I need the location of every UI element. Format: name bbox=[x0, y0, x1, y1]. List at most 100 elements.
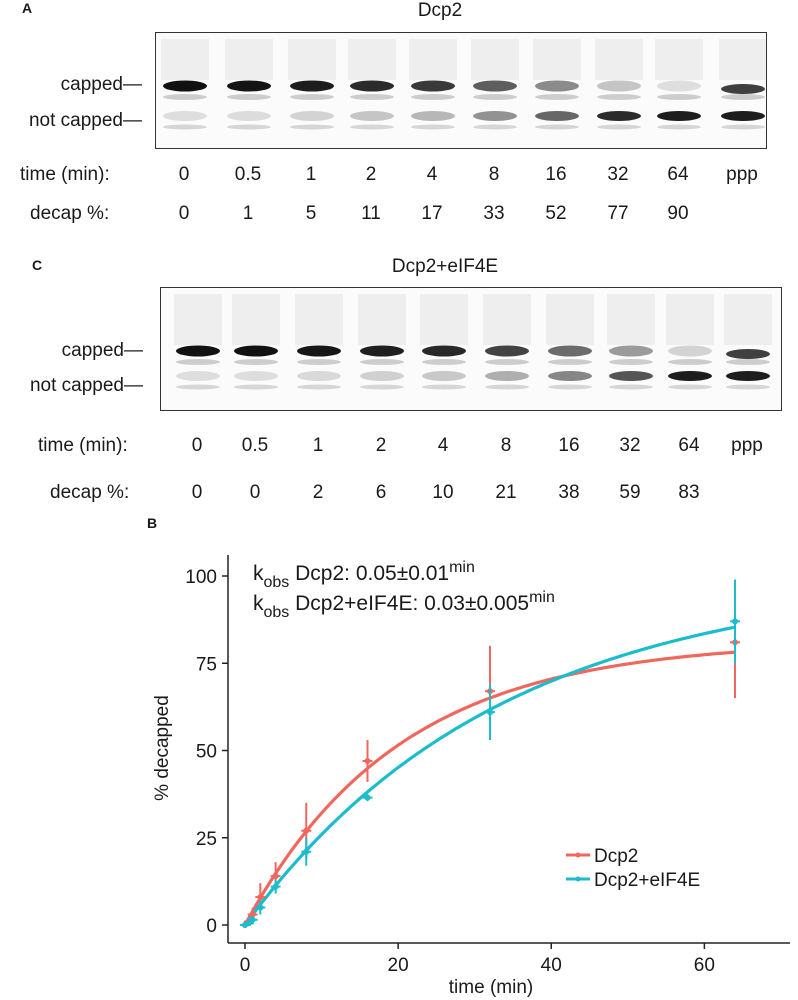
time-cell-a-8: 64 bbox=[667, 164, 689, 185]
minor-band bbox=[657, 124, 701, 130]
data-point-dcp2-eif4e bbox=[270, 879, 281, 894]
lane-smear bbox=[533, 39, 581, 80]
lane-smear bbox=[483, 294, 531, 345]
decap-cell-a-6: 52 bbox=[545, 203, 567, 224]
not-capped-band bbox=[411, 111, 455, 121]
time-cell-a-6: 16 bbox=[545, 164, 567, 185]
data-points bbox=[240, 579, 740, 928]
gel-lane-c-8 bbox=[666, 294, 714, 390]
capped-band-label-a: capped— bbox=[60, 74, 142, 95]
legend-marker-dcp2 bbox=[575, 852, 581, 858]
point-marker bbox=[257, 904, 264, 911]
kobs-value-dcp2-eif4e: Dcp2+eIF4E: 0.03±0.005 bbox=[289, 592, 529, 615]
minor-band bbox=[668, 384, 712, 390]
time-cell-a-9: ppp bbox=[726, 164, 758, 185]
minor-band bbox=[548, 359, 592, 365]
capped-band bbox=[234, 345, 278, 357]
minor-band bbox=[609, 384, 653, 390]
minor-band bbox=[609, 359, 653, 365]
gel-lane-c-6 bbox=[546, 294, 594, 390]
gel-lane-a-2 bbox=[288, 39, 336, 130]
decap-cell-a-1: 1 bbox=[242, 203, 254, 224]
legend: Dcp2 Dcp2+eIF4E bbox=[566, 846, 700, 891]
point-marker bbox=[303, 848, 310, 855]
decap-row-label-c: decap %: bbox=[50, 482, 130, 503]
k-letter: k bbox=[253, 592, 264, 615]
decap-cell-c-8: 83 bbox=[678, 482, 700, 503]
time-cell-c-2: 1 bbox=[312, 435, 324, 456]
lane-smear bbox=[409, 39, 457, 80]
gel-image-dcp2-eif4e bbox=[160, 287, 782, 411]
gel-lane-c-0 bbox=[174, 294, 222, 390]
minor-band bbox=[597, 124, 641, 130]
decap-cell-c-0: 0 bbox=[191, 482, 203, 503]
minor-band bbox=[726, 359, 770, 365]
data-point-dcp2-eif4e bbox=[247, 916, 258, 924]
time-cell-c-4: 4 bbox=[437, 435, 449, 456]
minor-band bbox=[535, 94, 579, 100]
minor-band bbox=[360, 384, 404, 390]
minor-band bbox=[485, 384, 529, 390]
k-letter: k bbox=[253, 562, 264, 585]
decap-cell-a-0: 0 bbox=[178, 203, 190, 224]
x-tick-label: 20 bbox=[388, 955, 409, 976]
time-cell-a-3: 2 bbox=[365, 164, 377, 185]
minor-band bbox=[473, 94, 517, 100]
minor-band bbox=[360, 359, 404, 365]
time-cell-c-1: 0.5 bbox=[241, 435, 269, 456]
not-capped-band bbox=[485, 371, 529, 381]
gel-lane-c-1 bbox=[232, 294, 280, 390]
not-capped-band bbox=[726, 371, 770, 381]
point-marker bbox=[364, 794, 371, 801]
lane-smear bbox=[719, 39, 766, 80]
ppp-band bbox=[726, 349, 770, 359]
time-cell-a-7: 32 bbox=[607, 164, 629, 185]
decap-row-label-a: decap %: bbox=[30, 203, 110, 224]
gel-lane-a-0 bbox=[161, 39, 209, 130]
point-marker bbox=[487, 709, 493, 716]
data-point-dcp2 bbox=[362, 740, 373, 782]
y-tick-label: 25 bbox=[196, 829, 217, 850]
gel-lane-a-6 bbox=[533, 39, 581, 130]
decap-cell-a-8: 90 bbox=[667, 203, 689, 224]
capped-band bbox=[163, 80, 207, 92]
minor-band bbox=[163, 124, 207, 130]
y-axis-label: % decapped bbox=[152, 695, 173, 801]
not-capped-band bbox=[548, 371, 592, 381]
minor-band bbox=[422, 359, 466, 365]
capped-band bbox=[473, 80, 517, 92]
capped-band bbox=[350, 80, 394, 92]
capped-band-label-c: capped— bbox=[61, 340, 143, 361]
y-tick-label: 0 bbox=[206, 916, 217, 937]
x-tick-label: 60 bbox=[694, 955, 715, 976]
capped-band bbox=[227, 80, 271, 92]
x-tick-label: 40 bbox=[541, 955, 562, 976]
not-capped-band bbox=[290, 111, 334, 121]
time-cell-c-5: 8 bbox=[500, 435, 512, 456]
time-row-label-a: time (min): bbox=[20, 164, 110, 185]
panel-c-title: Dcp2+eIF4E bbox=[391, 256, 499, 277]
capped-band bbox=[422, 345, 466, 357]
point-marker bbox=[249, 916, 256, 923]
point-marker bbox=[257, 894, 264, 901]
lane-smear bbox=[358, 294, 406, 345]
decap-cell-a-7: 77 bbox=[607, 203, 629, 224]
gel-lanes-dcp2-eif4e bbox=[174, 294, 772, 390]
minor-band bbox=[163, 94, 207, 100]
lane-smear bbox=[595, 39, 643, 80]
y-tick-label: 50 bbox=[196, 742, 217, 763]
panel-c-letter: C bbox=[32, 257, 43, 273]
minor-band bbox=[297, 384, 341, 390]
ppp-band bbox=[721, 84, 765, 94]
decap-cell-c-2: 2 bbox=[312, 482, 324, 503]
data-point-dcp2-eif4e bbox=[255, 900, 266, 915]
minor-band bbox=[485, 359, 529, 365]
data-point-dcp2-eif4e bbox=[362, 794, 373, 802]
minor-band bbox=[227, 94, 271, 100]
lane-smear bbox=[666, 294, 714, 345]
capped-band bbox=[290, 80, 334, 92]
lane-smear bbox=[724, 294, 772, 345]
kobs-annotation-dcp2: kobs Dcp2: 0.05±0.01min bbox=[253, 559, 475, 591]
not-capped-band bbox=[422, 371, 466, 381]
